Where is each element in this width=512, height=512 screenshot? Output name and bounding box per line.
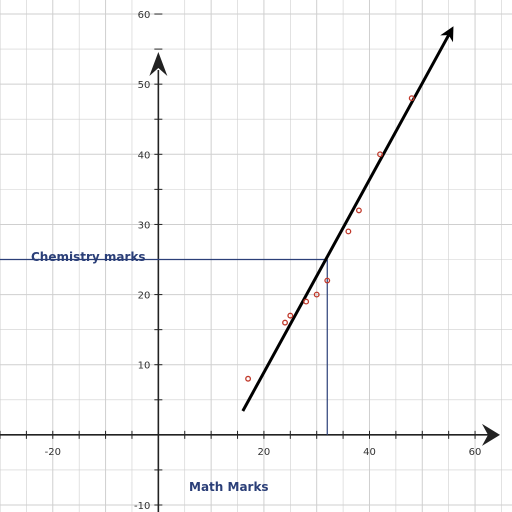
axes [0,13,500,512]
y-tick-label: 40 [138,150,151,161]
x-tick-label: 60 [469,447,482,458]
y-tick-label: 60 [138,10,151,21]
data-point [355,207,362,214]
y-tick-label: -10 [134,501,150,512]
data-point [377,151,383,158]
tick-labels: -20 20 40 60 -10 10 20 30 40 50 60 [45,10,482,512]
x-axis-arrow [482,423,500,446]
fit-line-arrow [440,26,454,43]
data-points [245,95,415,382]
data-point [303,298,310,305]
data-point [408,95,415,102]
data-point [287,312,294,319]
data-point [282,319,288,326]
y-tick-label: 50 [138,80,151,91]
data-point [245,375,252,382]
y-tick-label: 20 [138,291,151,302]
y-tick-label: 30 [138,220,151,231]
x-tick-label: 20 [258,447,271,458]
y-axis-arrow [149,52,168,76]
data-point [345,228,352,235]
x-axis-label: Math Marks [189,480,269,494]
projection-lines [0,258,328,435]
fit-line [241,34,450,412]
data-point [313,291,320,298]
data-point [324,277,331,284]
y-tick-label: 10 [138,361,151,372]
x-tick-label: 40 [363,447,376,458]
y-axis-label: Chemistry marks [31,250,146,264]
x-tick-label: -20 [45,447,61,458]
